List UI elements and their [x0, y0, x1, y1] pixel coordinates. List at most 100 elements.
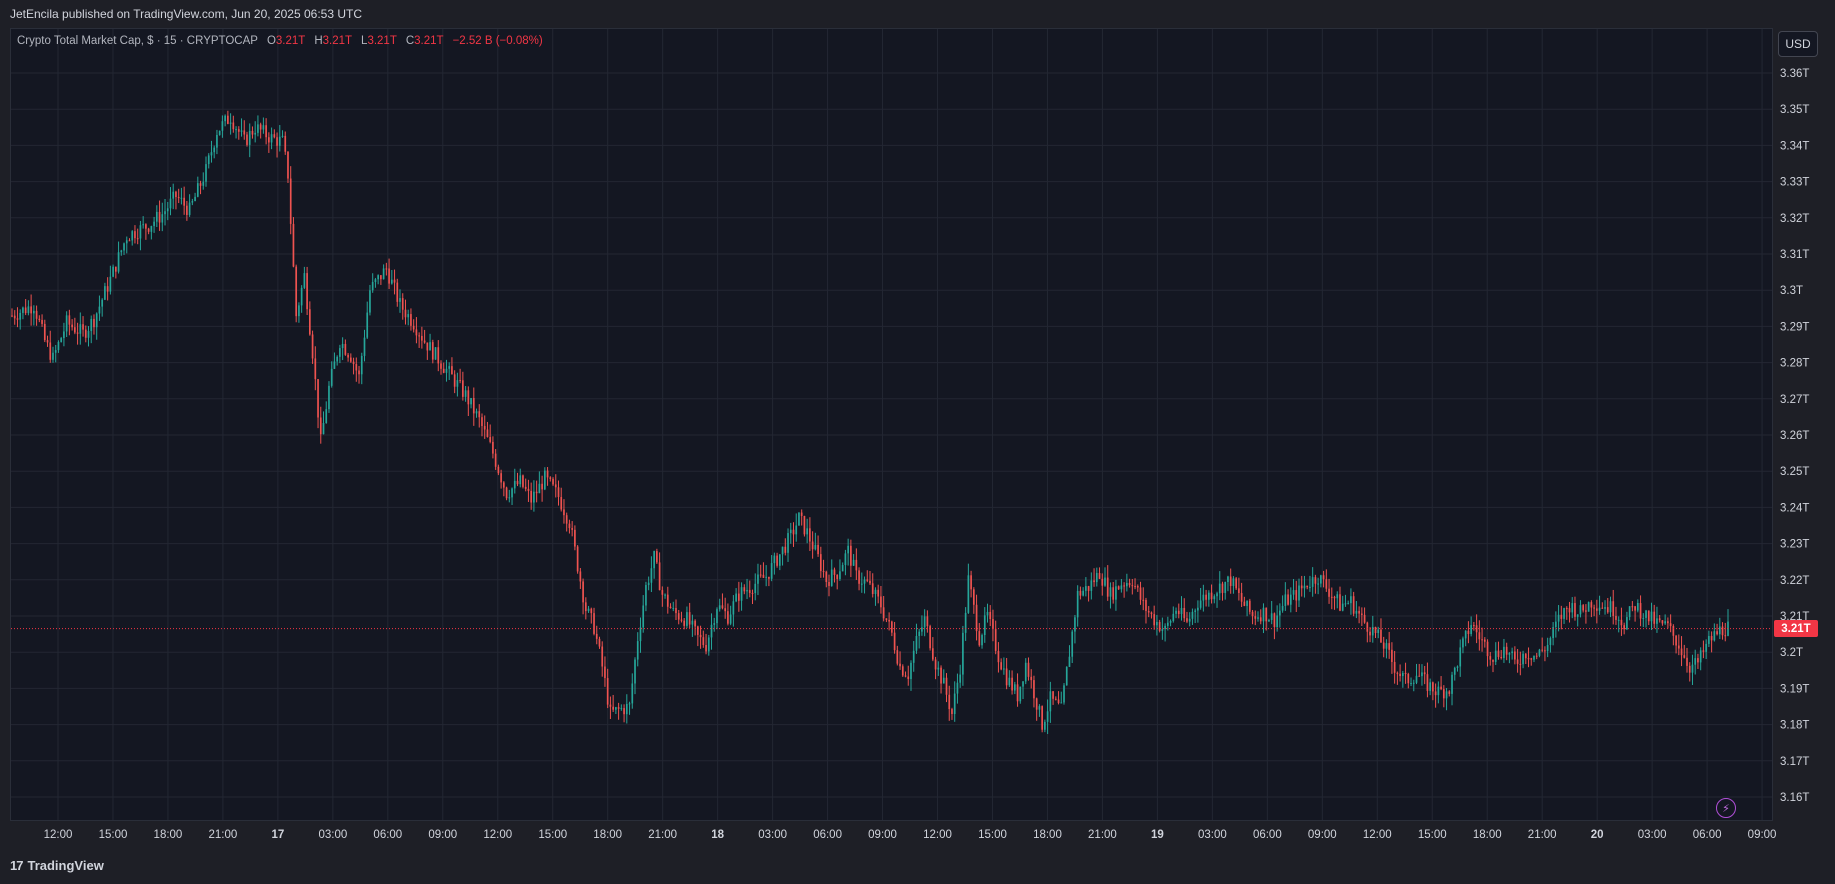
- candle-body: [686, 612, 688, 626]
- candle-body: [885, 618, 888, 620]
- candle-body: [1093, 580, 1095, 583]
- candle-body: [1207, 592, 1210, 600]
- candle-body: [1522, 653, 1524, 665]
- candle-body: [278, 136, 281, 146]
- candle-body: [1555, 621, 1557, 628]
- y-tick-label: 3.26T: [1780, 430, 1809, 442]
- candle-body: [1590, 602, 1593, 608]
- candle-body: [953, 693, 956, 714]
- close-label: C: [405, 35, 415, 47]
- candle-body: [1653, 611, 1656, 624]
- candle-body: [207, 155, 210, 165]
- candle-body: [1563, 608, 1565, 619]
- candle-body: [303, 273, 306, 288]
- candle-body: [1205, 594, 1207, 600]
- candle-body: [1535, 655, 1538, 657]
- candle-body: [336, 356, 339, 362]
- candle-body: [735, 593, 737, 602]
- candle-body: [1415, 675, 1418, 683]
- candle-body: [1664, 621, 1666, 624]
- candle-body: [1429, 682, 1432, 691]
- x-tick-label: 12:00: [483, 829, 512, 841]
- candle-body: [1325, 579, 1328, 589]
- lightning-bolt-icon[interactable]: ⚡︎: [1716, 798, 1736, 818]
- candle-body: [270, 134, 273, 143]
- candle-body: [38, 318, 41, 320]
- candlestick-chart[interactable]: 3.16T 3.17T 3.18T 3.19T 3.2T 3.21T 3.22T 3.23T 3…: [0, 0, 1835, 856]
- candle-body: [500, 473, 502, 483]
- candle-body: [1000, 662, 1003, 670]
- y-tick-label: 3.22T: [1780, 575, 1809, 587]
- candle-body: [1675, 635, 1677, 646]
- candle-body: [52, 352, 54, 360]
- y-tick-label: 3.29T: [1780, 321, 1809, 333]
- candle-body: [1150, 612, 1153, 615]
- candle-body: [1492, 659, 1494, 662]
- candle-body: [1003, 668, 1005, 670]
- candle-body: [481, 417, 483, 427]
- candle-body: [221, 121, 224, 131]
- currency-button[interactable]: USD: [1778, 31, 1818, 57]
- candle-body: [1571, 603, 1574, 613]
- candle-body: [563, 509, 565, 516]
- candle-body: [672, 608, 675, 610]
- candle-body: [43, 323, 46, 341]
- candle-body: [645, 585, 647, 606]
- candle-body: [1374, 626, 1377, 634]
- candle-body: [907, 676, 910, 680]
- tradingview-brand[interactable]: 17 TradingView: [10, 858, 104, 873]
- candle-body: [729, 614, 732, 624]
- candle-body: [522, 475, 524, 487]
- candle-body: [1210, 592, 1213, 600]
- candle-body: [1161, 629, 1164, 631]
- candle-body: [462, 380, 464, 397]
- candle-body: [183, 197, 185, 206]
- candle-body: [1609, 601, 1612, 613]
- candle-body: [1462, 638, 1464, 648]
- candle-body: [1136, 586, 1139, 588]
- y-tick-label: 3.19T: [1780, 683, 1809, 695]
- candle-body: [932, 648, 934, 660]
- candle-body: [1385, 643, 1388, 649]
- candle-body: [407, 314, 410, 318]
- candle-body: [246, 134, 248, 145]
- candle-body: [1306, 585, 1309, 588]
- candle-body: [1437, 686, 1440, 696]
- candle-body: [1519, 663, 1522, 665]
- candle-body: [292, 223, 295, 267]
- candle-body: [992, 619, 994, 629]
- candle-body: [986, 611, 989, 616]
- candle-body: [1366, 622, 1369, 632]
- candle-body: [535, 491, 538, 494]
- candle-body: [675, 608, 677, 614]
- candle-body: [795, 525, 798, 535]
- candle-body: [1369, 631, 1371, 636]
- candle-body: [871, 583, 874, 595]
- candle-body: [705, 644, 707, 652]
- candle-body: [1486, 641, 1489, 657]
- candle-body: [74, 327, 76, 333]
- candle-body: [1268, 620, 1270, 622]
- candle-body: [243, 130, 246, 135]
- candle-body: [1298, 585, 1300, 601]
- candle-body: [683, 620, 686, 626]
- candle-body: [71, 324, 73, 328]
- candle-body: [227, 115, 229, 124]
- candle-body: [967, 575, 970, 613]
- candle-body: [494, 453, 497, 467]
- candle-body: [429, 342, 431, 351]
- x-tick-label: 06:00: [1253, 829, 1282, 841]
- candle-body: [576, 546, 579, 572]
- candle-body: [1713, 631, 1716, 641]
- candle-body: [240, 130, 243, 132]
- candle-body: [1046, 711, 1049, 722]
- candle-body: [1060, 702, 1063, 704]
- candle-body: [707, 637, 710, 652]
- candle-body: [1382, 642, 1385, 649]
- candle-body: [390, 279, 393, 284]
- candle-body: [1052, 691, 1054, 699]
- symbol-title[interactable]: Crypto Total Market Cap, $ · 15 · CRYPTO…: [17, 35, 258, 47]
- candle-body: [743, 587, 746, 592]
- candle-body: [1024, 662, 1027, 682]
- candle-body: [604, 666, 606, 679]
